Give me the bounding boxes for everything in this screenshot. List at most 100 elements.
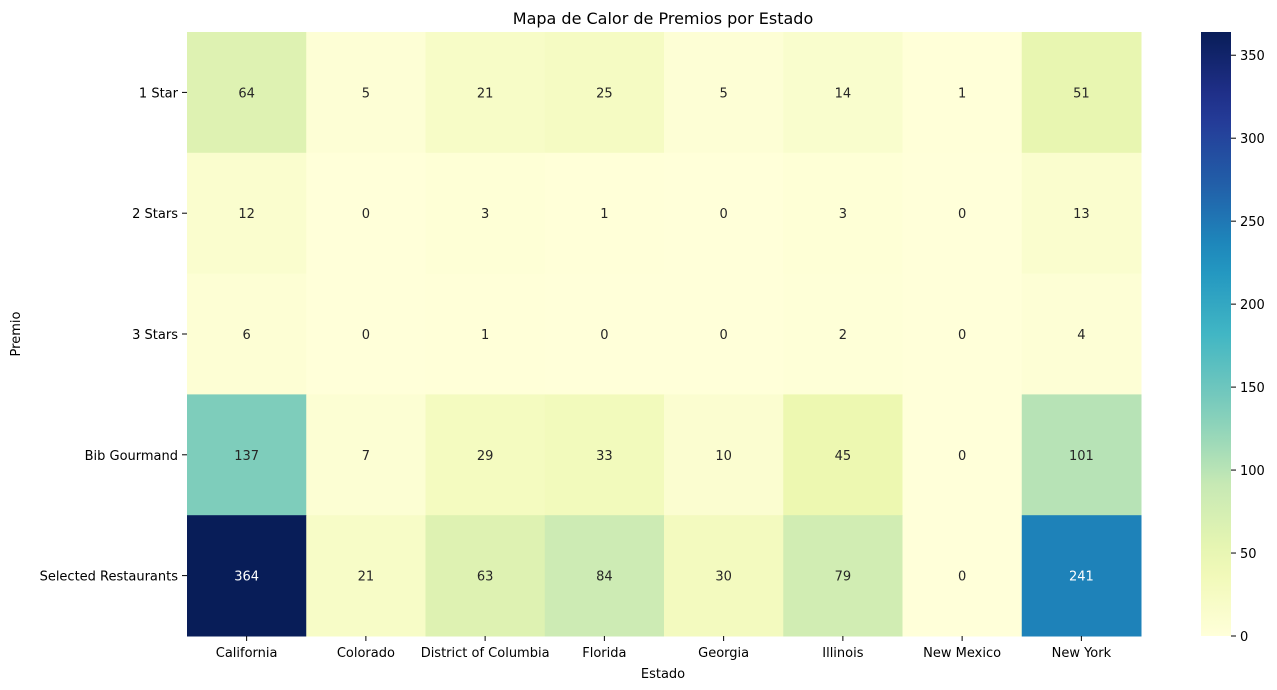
cell-value-label: 137 bbox=[234, 449, 259, 464]
cell-value-label: 0 bbox=[958, 570, 966, 585]
heatmap-cell bbox=[425, 515, 546, 637]
heatmap-cell bbox=[664, 152, 784, 275]
cell-value-label: 21 bbox=[477, 86, 494, 101]
x-axis: California Colorado District of Columbia Fl… bbox=[216, 636, 1112, 661]
colorbar-tick-label: 0 bbox=[1240, 630, 1248, 645]
x-tick-label: Georgia bbox=[698, 646, 749, 661]
heatmap-cell bbox=[783, 515, 903, 637]
cell-value-label: 0 bbox=[719, 207, 727, 222]
cell-value-label: 1 bbox=[958, 86, 966, 101]
colorbar-tick-label: 250 bbox=[1240, 215, 1265, 230]
x-tick-label: New Mexico bbox=[923, 646, 1001, 661]
y-axis: 1 Star 2 Stars 3 Stars Bib Gourmand Selected… bbox=[40, 86, 187, 585]
y-tick-label: Selected Restaurants bbox=[40, 570, 179, 585]
y-tick-label: 1 Star bbox=[139, 86, 179, 101]
cell-value-label: 30 bbox=[715, 570, 732, 585]
heatmap-cell bbox=[783, 32, 903, 154]
y-tick-label: 3 Stars bbox=[132, 328, 178, 343]
heatmap-cell bbox=[902, 32, 1023, 154]
x-tick-label: Illinois bbox=[822, 646, 863, 661]
x-axis-label: Estado bbox=[641, 667, 685, 682]
colorbar-tick-label: 50 bbox=[1240, 547, 1257, 562]
colorbar: 0 50 100 150 200 250 300 350 bbox=[1201, 32, 1265, 645]
x-tick-label: Florida bbox=[582, 646, 626, 661]
cell-value-label: 1 bbox=[481, 328, 489, 343]
cell-value-label: 5 bbox=[362, 86, 370, 101]
cell-value-label: 12 bbox=[238, 207, 255, 222]
heatmap-cell bbox=[425, 32, 546, 154]
cell-value-label: 364 bbox=[234, 570, 259, 585]
heatmap-cell bbox=[664, 32, 784, 154]
cell-value-label: 0 bbox=[719, 328, 727, 343]
cell-value-label: 5 bbox=[719, 86, 727, 101]
cell-value-label: 7 bbox=[362, 449, 370, 464]
cell-value-label: 33 bbox=[596, 449, 613, 464]
heatmap-cell bbox=[306, 515, 426, 637]
x-tick-label: California bbox=[216, 646, 278, 661]
cell-value-label: 0 bbox=[600, 328, 608, 343]
cell-value-label: 101 bbox=[1069, 449, 1094, 464]
heatmap-cell bbox=[544, 32, 665, 154]
cell-value-label: 0 bbox=[958, 207, 966, 222]
cell-value-label: 3 bbox=[839, 207, 847, 222]
x-tick-label: Colorado bbox=[337, 646, 395, 661]
heatmap-cell bbox=[306, 152, 426, 275]
heatmap-cell bbox=[187, 152, 307, 275]
heatmap-cell bbox=[664, 273, 784, 395]
x-tick-label: New York bbox=[1052, 646, 1112, 661]
cell-value-label: 29 bbox=[477, 449, 494, 464]
heatmap-cell bbox=[664, 515, 784, 637]
heatmap-cell bbox=[425, 273, 546, 395]
chart-title: Mapa de Calor de Premios por Estado bbox=[513, 9, 813, 28]
heatmap-cell bbox=[306, 32, 426, 154]
cell-value-label: 79 bbox=[835, 570, 852, 585]
colorbar-tick-label: 300 bbox=[1240, 132, 1265, 147]
heatmap-cell bbox=[187, 394, 307, 516]
colorbar-tick-label: 350 bbox=[1240, 49, 1265, 64]
cell-value-label: 63 bbox=[477, 570, 494, 585]
heatmap-cell bbox=[1021, 273, 1142, 395]
cell-value-label: 13 bbox=[1073, 207, 1090, 222]
cell-value-label: 14 bbox=[835, 86, 852, 101]
y-tick-label: 2 Stars bbox=[132, 207, 178, 222]
heatmap-cell bbox=[544, 152, 665, 275]
cell-value-label: 25 bbox=[596, 86, 613, 101]
cell-value-label: 3 bbox=[481, 207, 489, 222]
cell-value-label: 51 bbox=[1073, 86, 1090, 101]
heatmap-cell bbox=[187, 515, 307, 637]
cell-value-label: 0 bbox=[362, 207, 370, 222]
cell-value-label: 21 bbox=[358, 570, 375, 585]
heatmap-cell bbox=[306, 394, 426, 516]
colorbar-tick-label: 200 bbox=[1240, 298, 1265, 313]
heatmap-cell bbox=[902, 515, 1023, 637]
heatmap-cell bbox=[902, 273, 1023, 395]
cell-value-label: 0 bbox=[958, 449, 966, 464]
heatmap-cell bbox=[1021, 32, 1142, 154]
cell-value-label: 0 bbox=[958, 328, 966, 343]
cell-value-label: 10 bbox=[715, 449, 732, 464]
heatmap-cell bbox=[544, 394, 665, 516]
heatmap-cell bbox=[1021, 394, 1142, 516]
heatmap-cell bbox=[1021, 152, 1142, 275]
cell-value-label: 0 bbox=[362, 328, 370, 343]
cell-value-label: 4 bbox=[1077, 328, 1085, 343]
heatmap-cell bbox=[902, 152, 1023, 275]
colorbar-tick-label: 150 bbox=[1240, 381, 1265, 396]
heatmap-cell bbox=[902, 394, 1023, 516]
heatmap-cell bbox=[425, 152, 546, 275]
y-axis-label: Premio bbox=[9, 312, 24, 357]
heatmap-cell bbox=[544, 273, 665, 395]
heatmap-cell bbox=[783, 273, 903, 395]
heatmap-cell bbox=[187, 32, 307, 154]
cell-value-label: 84 bbox=[596, 570, 613, 585]
y-tick-label: Bib Gourmand bbox=[85, 449, 178, 464]
cell-value-label: 45 bbox=[835, 449, 852, 464]
heatmap-cell bbox=[544, 515, 665, 637]
colorbar-gradient bbox=[1201, 32, 1231, 636]
x-tick-label: District of Columbia bbox=[421, 646, 550, 661]
cell-value-label: 2 bbox=[839, 328, 847, 343]
heatmap-cell bbox=[1021, 515, 1142, 637]
cell-value-label: 1 bbox=[600, 207, 608, 222]
heatmap-cell bbox=[425, 394, 546, 516]
